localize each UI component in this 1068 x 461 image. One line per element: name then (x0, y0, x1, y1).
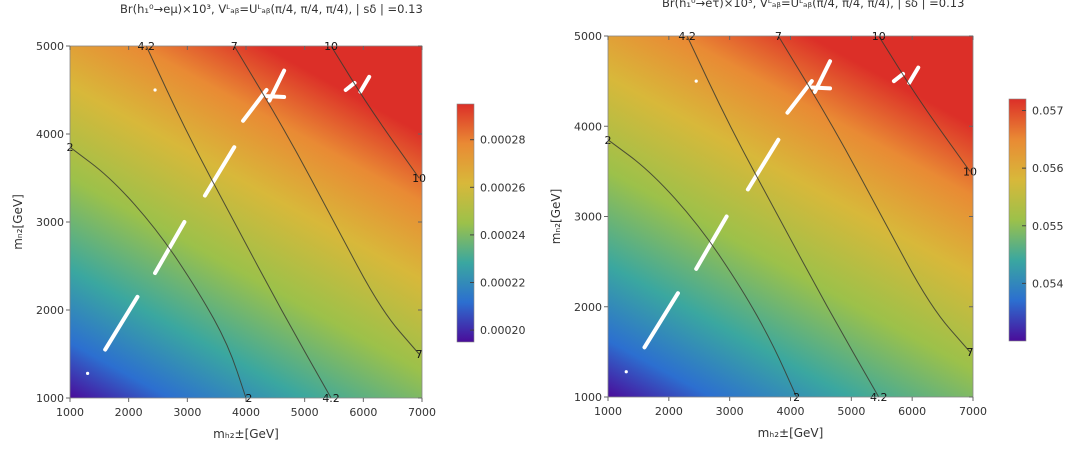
excluded-gap (103, 294, 140, 352)
y-tick-label: 2000 (36, 304, 64, 317)
colorbar-tick-label: 0.00028 (480, 134, 526, 147)
contour-label: 4.2 (322, 392, 340, 405)
y-tick-label: 1000 (574, 391, 602, 404)
excluded-gap (358, 74, 372, 94)
x-axis-label: mₕ₂±[GeV] (213, 427, 279, 441)
colorbar-tick-label: 0.055 (1032, 220, 1064, 233)
excluded-gap (264, 94, 287, 100)
contour-line (330, 45, 420, 179)
contour-label: 7 (231, 40, 238, 53)
excluded-gap (809, 85, 833, 91)
contour-label: 2 (245, 392, 252, 405)
y-tick-label: 5000 (36, 40, 64, 53)
colorbar (456, 103, 475, 343)
excluded-gap (642, 291, 680, 350)
colorbar (1008, 98, 1027, 342)
x-tick-label: 7000 (959, 405, 987, 418)
excluded-dot (624, 370, 628, 374)
y-tick-label: 3000 (36, 216, 64, 229)
excluded-gap (241, 88, 269, 123)
heatmap-area (70, 46, 422, 398)
excluded-gap (694, 214, 729, 271)
excluded-gap (891, 71, 906, 84)
excluded-gap (907, 65, 921, 85)
y-tick-label: 5000 (574, 30, 602, 43)
y-axis-label: mₙ₂[GeV] (549, 189, 563, 245)
excluded-gap (153, 220, 187, 276)
contour-label: 10 (872, 30, 886, 43)
contour-line (607, 139, 798, 398)
excluded-dot (153, 88, 157, 92)
colorbar-tick-label: 0.00024 (480, 229, 526, 242)
x-tick-label: 4000 (777, 405, 805, 418)
y-tick-label: 4000 (574, 120, 602, 133)
contour-label: 4.2 (678, 30, 696, 43)
contour-label: 7 (775, 30, 782, 43)
contour-line (878, 35, 971, 172)
x-tick-label: 4000 (232, 406, 260, 419)
contour-line (233, 45, 420, 355)
contour-line (145, 45, 332, 399)
x-tick-label: 1000 (56, 406, 84, 419)
x-tick-label: 2000 (115, 406, 143, 419)
x-tick-label: 6000 (349, 406, 377, 419)
contour-label: 10 (963, 165, 977, 178)
chart-panel-etau: Br(h₁⁰→eτ)×10³, Vᴸₐᵦ=Uᴸₐᵦ(π/4, π/4, π/4)… (534, 0, 1068, 461)
y-axis-label: mₙ₂[GeV] (11, 194, 25, 250)
excluded-gap (343, 80, 357, 92)
y-tick-label: 1000 (36, 392, 64, 405)
colorbar-tick-label: 0.056 (1032, 162, 1064, 175)
excluded-gap (785, 79, 814, 115)
contour-label: 10 (412, 172, 426, 185)
x-tick-label: 1000 (594, 405, 622, 418)
x-tick-label: 7000 (408, 406, 436, 419)
y-tick-label: 3000 (574, 211, 602, 224)
excluded-gap (202, 145, 237, 198)
x-tick-label: 5000 (291, 406, 319, 419)
contour-line (69, 146, 247, 399)
chart-panel-emu: Br(h₁⁰→eμ)×10³, Vᴸₐᵦ=Uᴸₐᵦ(π/4, π/4, π/4)… (11, 2, 526, 441)
excluded-dot (86, 371, 90, 375)
contour-line (686, 35, 880, 398)
colorbar-tick-label: 0.00022 (480, 277, 526, 290)
colorbar-tick-label: 0.054 (1032, 277, 1064, 290)
x-tick-label: 3000 (716, 405, 744, 418)
excluded-gap (745, 137, 781, 192)
contour-label: 4.2 (138, 40, 156, 53)
contour-label: 7 (966, 346, 973, 359)
colorbar-tick-label: 0.00026 (480, 181, 526, 194)
x-tick-label: 6000 (898, 405, 926, 418)
contour-label: 2 (793, 391, 800, 404)
x-tick-label: 5000 (837, 405, 865, 418)
contour-line (777, 35, 971, 353)
chart-title: Br(h₁⁰→eμ)×10³, Vᴸₐᵦ=Uᴸₐᵦ(π/4, π/4, π/4)… (120, 2, 423, 16)
colorbar-tick-label: 0.00020 (480, 324, 526, 337)
contour-label: 4.2 (870, 391, 888, 404)
y-tick-label: 4000 (36, 128, 64, 141)
x-tick-label: 3000 (173, 406, 201, 419)
contour-label: 10 (324, 40, 338, 53)
heatmap-area (608, 36, 973, 397)
chart-title: Br(h₁⁰→eτ)×10³, Vᴸₐᵦ=Uᴸₐᵦ(π/4, π/4, π/4)… (662, 0, 965, 10)
colorbar-tick-label: 0.057 (1032, 105, 1064, 118)
excluded-dot (694, 79, 698, 83)
y-tick-label: 2000 (574, 301, 602, 314)
x-tick-label: 2000 (655, 405, 683, 418)
contour-label: 7 (416, 348, 423, 361)
x-axis-label: mₕ₂±[GeV] (758, 426, 824, 440)
